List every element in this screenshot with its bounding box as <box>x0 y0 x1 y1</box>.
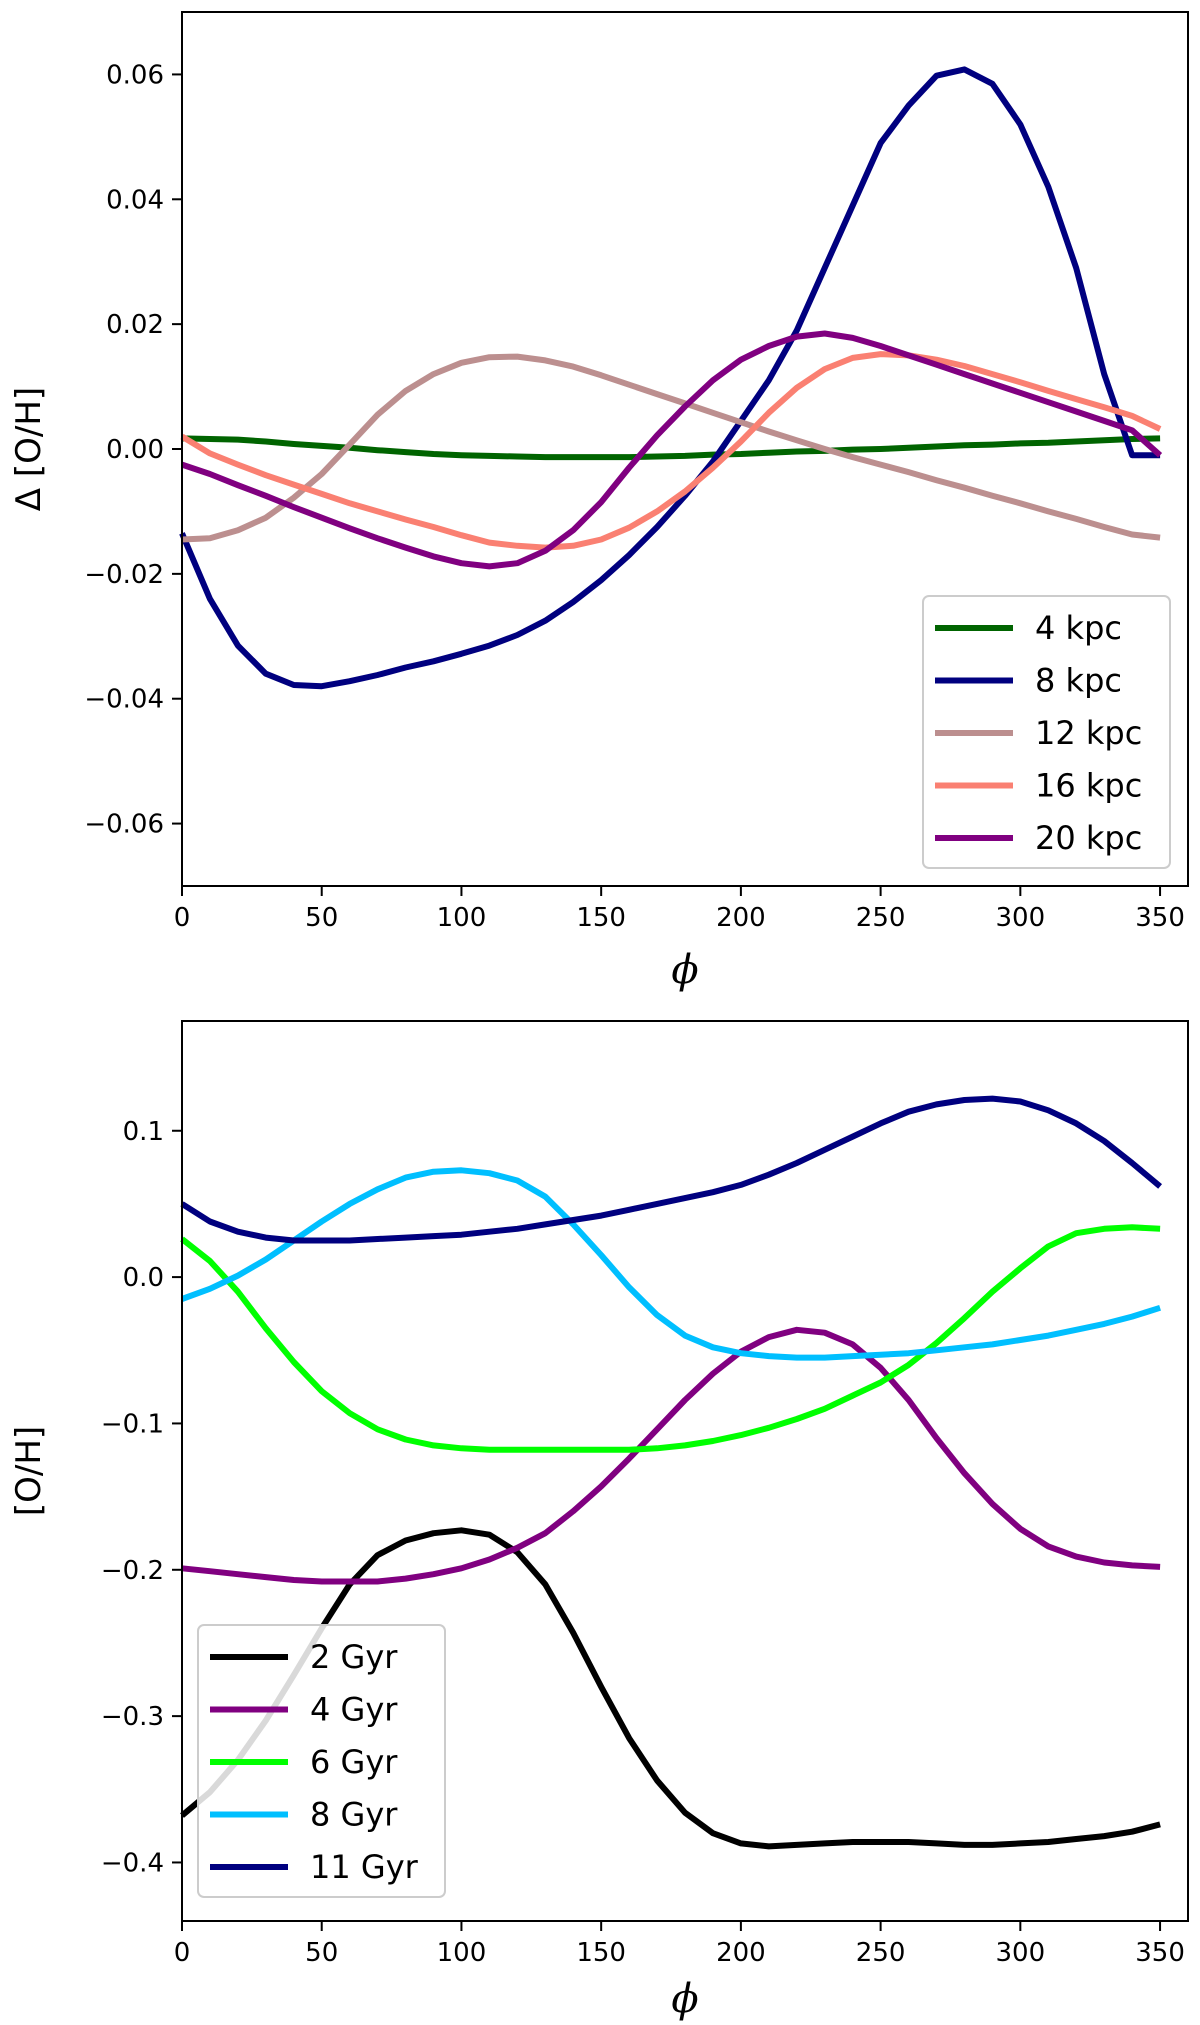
y-tick-label: 0.06 <box>106 60 164 90</box>
series-line-16-kpc <box>180 351 1162 551</box>
x-tick-label: 100 <box>437 903 487 933</box>
x-tick-label: 50 <box>305 1938 338 1968</box>
bottom-panel-y-axis-label: [O/H] <box>9 1426 49 1516</box>
legend-label: 4 kpc <box>1035 609 1122 647</box>
legend-label: 8 kpc <box>1035 662 1122 700</box>
legend-label: 16 kpc <box>1035 767 1142 805</box>
top-panel-legend: 4 kpc 8 kpc 12 kpc 16 kpc 20 kpc <box>922 595 1171 869</box>
x-tick-label: 250 <box>856 903 906 933</box>
legend-label: 8 Gyr <box>310 1796 398 1834</box>
x-tick-label: 300 <box>996 1938 1046 1968</box>
x-tick-label: 250 <box>856 1938 906 1968</box>
y-tick-label: 0.1 <box>123 1117 164 1147</box>
top-panel-x-axis-label: ϕ <box>671 947 698 993</box>
legend-label: 2 Gyr <box>310 1638 398 1676</box>
y-tick-label: −0.3 <box>101 1702 164 1732</box>
top-panel-lines <box>179 66 1163 690</box>
top-panel-legend-box <box>922 595 1171 869</box>
series-line-8-gyr <box>180 1167 1161 1361</box>
x-tick-label: 200 <box>716 1938 766 1968</box>
series-line-2-gyr <box>180 1527 1161 1850</box>
y-tick-label: 0.0 <box>123 1263 164 1293</box>
x-tick-label: 100 <box>437 1938 487 1968</box>
series-line-4-gyr <box>181 1326 1161 1585</box>
y-tick-label: 0.00 <box>106 435 164 465</box>
x-tick-label: 150 <box>576 903 626 933</box>
y-tick-label: −0.4 <box>101 1848 164 1878</box>
series-line-12-kpc <box>181 353 1161 543</box>
bottom-panel-y-ticks: −0.4 −0.3 −0.2 −0.1 0.0 0.1 <box>101 1117 182 1878</box>
legend-label: 20 kpc <box>1035 819 1142 857</box>
y-tick-label: −0.04 <box>84 685 164 715</box>
y-tick-label: −0.2 <box>101 1556 164 1586</box>
series-line-4-kpc <box>181 435 1161 461</box>
legend-label: 12 kpc <box>1035 714 1142 752</box>
bottom-panel-lines <box>180 1095 1163 1850</box>
top-panel-metallicity-residual: 0 50 100 150 200 250 300 350 −0.06 −0.04 −0.02 0.0… <box>9 11 1189 993</box>
series-line-20-kpc <box>181 330 1163 570</box>
x-tick-label: 50 <box>305 903 338 933</box>
y-tick-label: −0.06 <box>84 810 164 840</box>
y-tick-label: −0.02 <box>84 560 164 590</box>
x-tick-label: 0 <box>174 1938 191 1968</box>
bottom-panel-frame <box>181 1020 1189 1922</box>
top-panel-x-ticks: 0 50 100 150 200 250 300 350 <box>174 886 1185 933</box>
bottom-panel-x-ticks: 0 50 100 150 200 250 300 350 <box>174 1921 1185 1968</box>
legend-label: 11 Gyr <box>310 1848 419 1886</box>
y-tick-label: −0.1 <box>101 1409 164 1439</box>
x-tick-label: 150 <box>576 1938 626 1968</box>
top-panel-y-axis-label: Δ [O/H] <box>9 387 49 511</box>
bottom-panel-x-axis-label: ϕ <box>671 1976 698 2022</box>
legend-label: 6 Gyr <box>310 1743 398 1781</box>
series-line-8-kpc <box>179 66 1161 690</box>
series-line-6-gyr <box>180 1224 1161 1453</box>
x-tick-label: 0 <box>174 903 191 933</box>
bottom-panel-metallicity-by-age: 0 50 100 150 200 250 300 350 −0.4 −0.3 −0.2 −0.1 0.… <box>9 1020 1189 2022</box>
y-tick-label: 0.04 <box>106 185 164 215</box>
x-tick-label: 350 <box>1135 1938 1185 1968</box>
x-tick-label: 300 <box>996 903 1046 933</box>
bottom-panel-legend: 2 Gyr 4 Gyr 6 Gyr 8 Gyr 11 Gyr <box>197 1624 446 1898</box>
legend-label: 4 Gyr <box>310 1691 398 1729</box>
series-line-11-gyr <box>180 1095 1163 1244</box>
y-tick-label: 0.02 <box>106 310 164 340</box>
top-panel-y-ticks: −0.06 −0.04 −0.02 0.00 0.02 0.04 0.06 <box>84 60 182 840</box>
x-tick-label: 350 <box>1135 903 1185 933</box>
bottom-panel-legend-box <box>197 1624 446 1898</box>
x-tick-label: 200 <box>716 903 766 933</box>
